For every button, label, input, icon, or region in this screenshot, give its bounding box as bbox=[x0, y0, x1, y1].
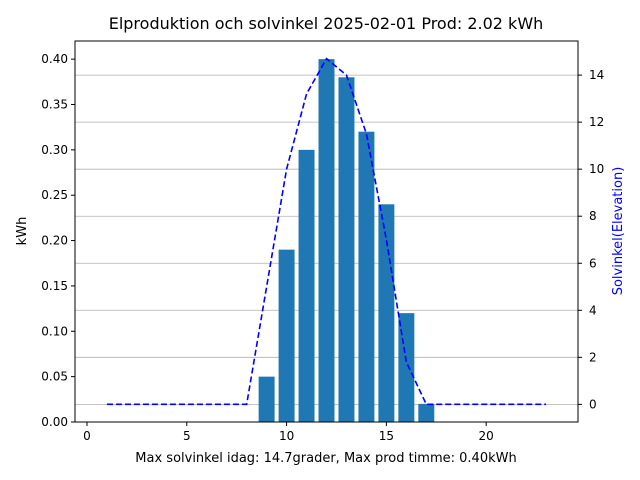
x-tick-label: 0 bbox=[83, 429, 91, 443]
x-tick-label: 10 bbox=[279, 429, 294, 443]
x-tick-label: 5 bbox=[183, 429, 191, 443]
y-axis-right: 0 2 4 6 8 10 12 14 bbox=[578, 68, 604, 411]
y2-tick-label: 10 bbox=[589, 162, 604, 176]
y-tick-label: 0.15 bbox=[41, 279, 68, 293]
bars bbox=[258, 59, 435, 423]
elevation-line bbox=[106, 57, 547, 406]
bar-hour-9 bbox=[258, 376, 275, 422]
y-axis-label: kWh bbox=[15, 217, 30, 246]
plot-frame bbox=[74, 40, 579, 423]
y2-tick-label: 4 bbox=[589, 303, 597, 317]
y-tick-label: 0.30 bbox=[41, 143, 68, 157]
bar-hour-11 bbox=[298, 149, 315, 422]
bar-hour-14 bbox=[358, 131, 375, 422]
y2-tick-label: 6 bbox=[589, 256, 597, 270]
y2-tick-label: 0 bbox=[589, 397, 597, 411]
elevation-series bbox=[106, 57, 547, 406]
bar-hour-15 bbox=[378, 204, 395, 422]
x-tick-label: 20 bbox=[479, 429, 494, 443]
y-tick-label: 0.10 bbox=[41, 324, 68, 338]
x-tick-label: 15 bbox=[379, 429, 394, 443]
bar-hour-17 bbox=[418, 403, 435, 422]
bar-hour-13 bbox=[338, 77, 355, 423]
y-tick-label: 0.40 bbox=[41, 52, 68, 66]
y-tick-label: 0.20 bbox=[41, 234, 68, 248]
y2-tick-label: 2 bbox=[589, 350, 597, 364]
y-tick-label: 0.00 bbox=[41, 415, 68, 429]
y2-tick-label: 12 bbox=[589, 115, 604, 129]
y-tick-label: 0.05 bbox=[41, 370, 68, 384]
bar-hour-10 bbox=[278, 249, 295, 422]
y-axis-left: 0.00 0.05 0.10 0.15 0.20 0.25 0.30 0.35 0.40 bbox=[41, 52, 75, 429]
y2-tick-label: 14 bbox=[589, 68, 604, 82]
x-axis: 0 5 10 15 20 bbox=[83, 422, 494, 443]
y-tick-label: 0.25 bbox=[41, 188, 68, 202]
x-axis-label: Max solvinkel idag: 14.7grader, Max prod… bbox=[135, 451, 516, 466]
y-tick-label: 0.35 bbox=[41, 98, 68, 112]
y2-tick-label: 8 bbox=[589, 209, 597, 223]
bar-hour-12 bbox=[318, 59, 335, 423]
chart-title: Elproduktion och solvinkel 2025-02-01 Pr… bbox=[109, 14, 544, 33]
y2-axis-label: Solvinkel(Elevation) bbox=[611, 167, 626, 296]
